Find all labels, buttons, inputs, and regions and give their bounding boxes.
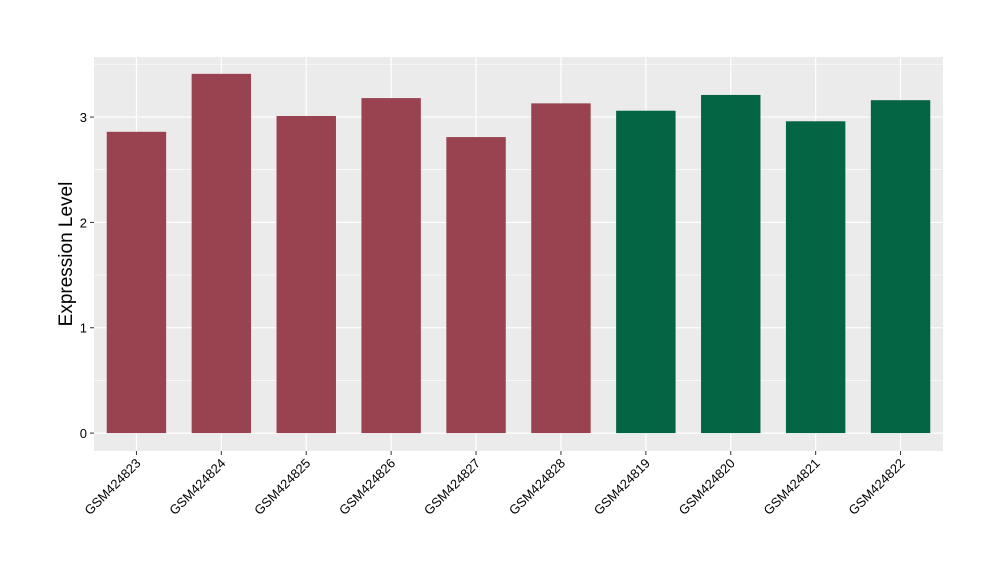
bar-GSM424823: [106, 131, 167, 434]
y-tick-label: 2: [80, 215, 87, 230]
x-tick-label: GSM424824: [166, 456, 228, 518]
x-tick-label: GSM424822: [845, 456, 907, 518]
y-tick-label: 0: [80, 426, 87, 441]
y-axis-label: Expression Level: [56, 182, 77, 327]
x-tick-label: GSM424825: [251, 456, 313, 518]
x-tick-label: GSM424828: [506, 456, 568, 518]
bar-GSM424820: [701, 94, 761, 434]
bar-GSM424822: [870, 100, 931, 434]
y-tick-label: 3: [80, 110, 87, 125]
x-tick-label: GSM424820: [676, 456, 738, 518]
bar-GSM424821: [785, 121, 846, 434]
x-tick-label: GSM424826: [336, 456, 398, 518]
bar-GSM424828: [531, 103, 591, 434]
x-tick-label: GSM424823: [81, 456, 143, 518]
x-tick-label: GSM424821: [761, 456, 823, 518]
y-tick-label: 1: [80, 321, 87, 336]
bar-GSM424824: [191, 73, 252, 434]
x-tick-label: GSM424827: [421, 456, 483, 518]
bar-GSM424825: [276, 115, 336, 434]
bar-GSM424827: [446, 137, 506, 434]
bar-GSM424819: [616, 110, 676, 434]
bar-GSM424826: [361, 98, 421, 434]
x-tick-label: GSM424819: [591, 456, 653, 518]
bars: [106, 73, 931, 434]
